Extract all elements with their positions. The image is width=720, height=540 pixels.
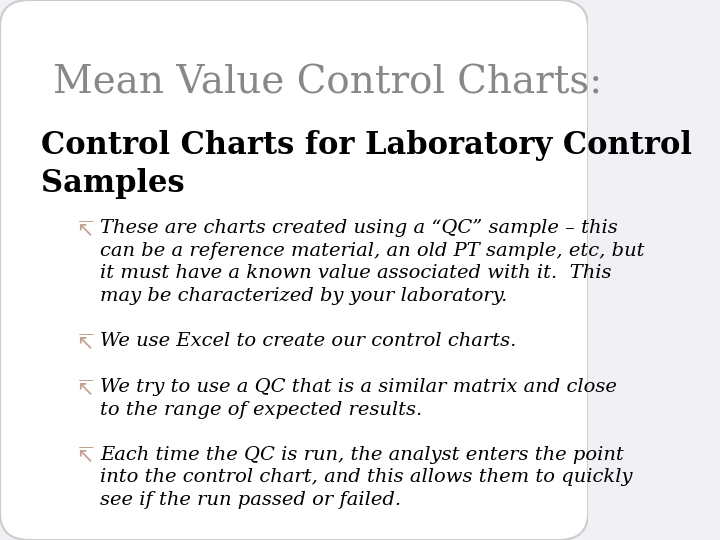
- Text: ↸: ↸: [76, 219, 94, 239]
- Text: ↸: ↸: [76, 378, 94, 398]
- Text: Mean Value Control Charts:: Mean Value Control Charts:: [53, 65, 602, 102]
- Text: We use Excel to create our control charts.: We use Excel to create our control chart…: [100, 332, 516, 350]
- Text: These are charts created using a “QC” sample – this
can be a reference material,: These are charts created using a “QC” sa…: [100, 219, 644, 306]
- FancyBboxPatch shape: [0, 0, 588, 540]
- Text: ↸: ↸: [76, 446, 94, 465]
- Text: We try to use a QC that is a similar matrix and close
to the range of expected r: We try to use a QC that is a similar mat…: [100, 378, 617, 419]
- Text: ↸: ↸: [76, 332, 94, 352]
- Text: Each time the QC is run, the analyst enters the point
into the control chart, an: Each time the QC is run, the analyst ent…: [100, 446, 632, 509]
- Text: Control Charts for Laboratory Control
Samples: Control Charts for Laboratory Control Sa…: [41, 130, 692, 199]
